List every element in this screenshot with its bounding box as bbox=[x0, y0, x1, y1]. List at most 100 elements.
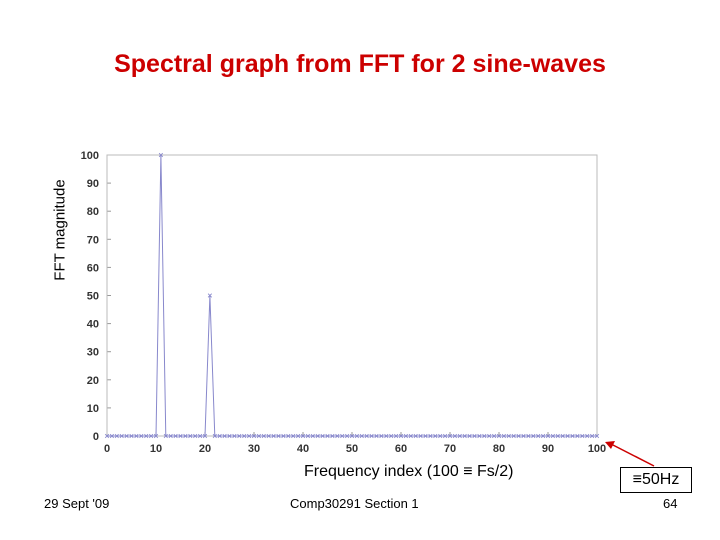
data-point bbox=[491, 433, 497, 439]
data-point bbox=[585, 433, 590, 439]
x-tick-label: 20 bbox=[199, 443, 211, 455]
tick-layer: 0 10 20 30 40 50 60 70 80 90 100 0 10 20 30 40 50 60 70 80 9… bbox=[81, 150, 607, 455]
data-point bbox=[349, 433, 355, 439]
data-point bbox=[335, 433, 340, 439]
y-tick-label: 40 bbox=[87, 319, 99, 331]
data-point bbox=[153, 433, 159, 439]
data-point bbox=[251, 433, 257, 439]
data-point bbox=[438, 433, 443, 439]
data-point bbox=[545, 433, 551, 439]
data-point bbox=[393, 433, 399, 439]
data-point bbox=[594, 433, 600, 439]
data-point bbox=[447, 433, 453, 439]
data-point bbox=[580, 433, 585, 439]
series-layer bbox=[104, 152, 600, 439]
data-point bbox=[227, 433, 232, 439]
data-point bbox=[256, 433, 262, 439]
data-point bbox=[178, 433, 183, 439]
slide-title: Spectral graph from FFT for 2 sine-waves bbox=[114, 50, 606, 78]
data-point bbox=[158, 152, 164, 158]
data-point bbox=[359, 433, 364, 439]
data-point bbox=[291, 433, 296, 439]
data-point bbox=[472, 433, 477, 439]
plot-frame bbox=[106, 154, 598, 437]
data-point bbox=[536, 433, 541, 439]
y-tick-label: 50 bbox=[87, 291, 99, 303]
data-point bbox=[423, 433, 428, 439]
data-point bbox=[482, 433, 487, 439]
data-point bbox=[193, 433, 198, 439]
data-point bbox=[104, 433, 110, 439]
data-point bbox=[418, 433, 423, 439]
data-point bbox=[197, 433, 203, 439]
data-point bbox=[516, 433, 521, 439]
annotation-arrow-line bbox=[610, 443, 655, 467]
data-point bbox=[560, 433, 565, 439]
data-point bbox=[379, 433, 384, 439]
data-point bbox=[570, 433, 575, 439]
x-tick-label: 10 bbox=[150, 443, 162, 455]
data-point bbox=[183, 433, 188, 439]
data-point bbox=[320, 433, 325, 439]
data-point bbox=[173, 433, 178, 439]
data-point bbox=[442, 433, 448, 439]
data-point bbox=[369, 433, 374, 439]
data-point bbox=[163, 433, 168, 439]
y-tick-label: 70 bbox=[87, 234, 99, 246]
data-point bbox=[565, 433, 570, 439]
data-point bbox=[374, 433, 379, 439]
data-point bbox=[114, 433, 119, 439]
data-point bbox=[148, 433, 154, 439]
data-point bbox=[232, 433, 237, 439]
data-point bbox=[550, 433, 556, 439]
data-point bbox=[457, 433, 462, 439]
data-point bbox=[202, 433, 208, 439]
footer-date: 29 Sept '09 bbox=[44, 496, 110, 511]
data-point bbox=[188, 433, 193, 439]
y-tick-label: 20 bbox=[87, 375, 99, 387]
data-point bbox=[467, 433, 472, 439]
x-tick-label: 100 bbox=[588, 443, 606, 455]
x-tick-label: 40 bbox=[297, 443, 309, 455]
data-point bbox=[428, 433, 433, 439]
data-point bbox=[589, 433, 595, 439]
data-point bbox=[413, 433, 418, 439]
data-point bbox=[109, 433, 115, 439]
data-point bbox=[364, 433, 369, 439]
data-point bbox=[271, 433, 276, 439]
data-point bbox=[389, 433, 394, 439]
data-point bbox=[496, 433, 502, 439]
data-point bbox=[207, 293, 213, 298]
data-point bbox=[521, 433, 526, 439]
data-point bbox=[340, 433, 345, 439]
data-point bbox=[300, 433, 306, 439]
data-point bbox=[575, 433, 580, 439]
x-tick-label: 30 bbox=[248, 443, 260, 455]
x-tick-label: 60 bbox=[395, 443, 407, 455]
data-point bbox=[511, 433, 516, 439]
data-point bbox=[286, 433, 291, 439]
data-point bbox=[129, 433, 134, 439]
footer-course: Comp30291 Section 1 bbox=[290, 496, 419, 511]
data-point bbox=[477, 433, 482, 439]
data-point bbox=[531, 433, 536, 439]
x-tick-label: 0 bbox=[104, 443, 110, 455]
data-point bbox=[452, 433, 458, 439]
data-point bbox=[246, 433, 252, 439]
y-tick-label: 0 bbox=[93, 431, 99, 443]
data-point bbox=[408, 433, 413, 439]
data-point bbox=[305, 433, 311, 439]
data-point bbox=[266, 433, 271, 439]
data-point bbox=[119, 433, 124, 439]
data-point bbox=[276, 433, 281, 439]
data-point bbox=[212, 433, 217, 439]
data-point bbox=[295, 433, 301, 439]
data-point bbox=[330, 433, 335, 439]
data-point bbox=[134, 433, 139, 439]
y-tick-label: 80 bbox=[87, 206, 99, 218]
data-point bbox=[281, 433, 286, 439]
data-point bbox=[501, 433, 507, 439]
data-point bbox=[315, 433, 320, 439]
data-point bbox=[242, 433, 247, 439]
data-point bbox=[487, 433, 492, 439]
